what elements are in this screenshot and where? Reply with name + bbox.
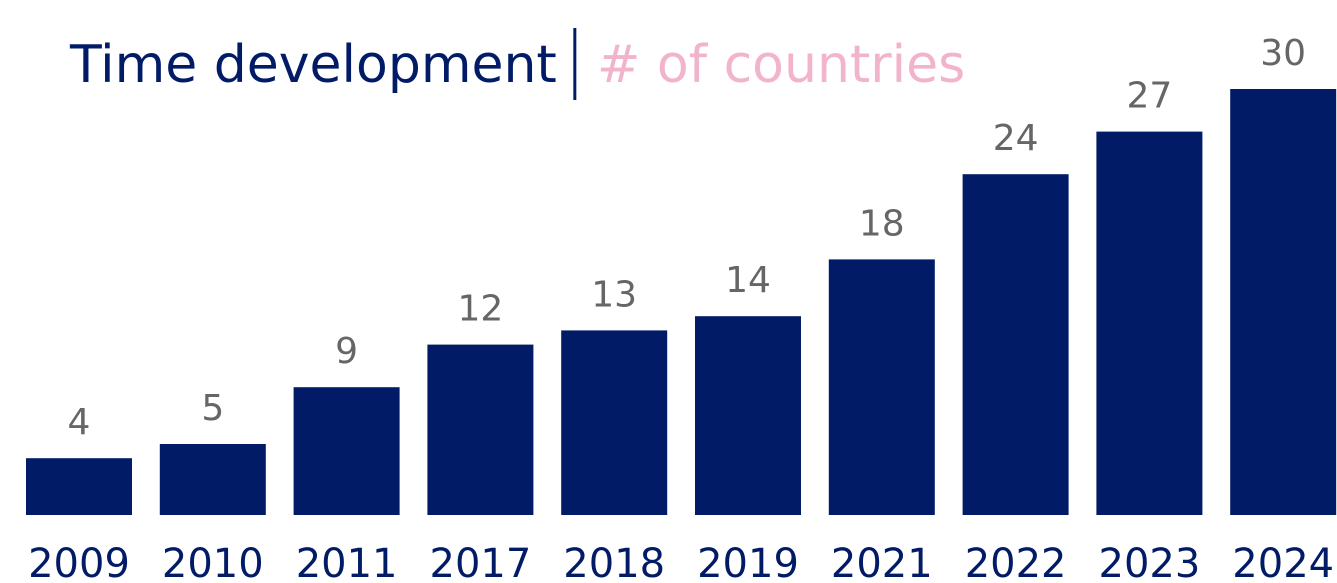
x-tick-label: 2021 [831, 541, 933, 583]
x-tick-label: 2023 [1099, 541, 1201, 583]
value-label: 30 [1260, 33, 1306, 74]
x-tick-label: 2018 [563, 541, 665, 583]
x-tick-label: 2017 [430, 541, 532, 583]
bar [1096, 131, 1203, 515]
x-tick-label: 2009 [28, 541, 130, 583]
bar [962, 174, 1069, 515]
value-label: 14 [725, 260, 771, 301]
chart-subtitle: # of countries [597, 35, 965, 95]
value-label: 13 [591, 274, 637, 315]
x-tick-label: 2010 [162, 541, 264, 583]
value-label: 4 [68, 402, 91, 443]
bar [828, 259, 935, 515]
x-tick-label: 2011 [296, 541, 398, 583]
chart-title: Time development [69, 35, 557, 95]
value-label: 18 [859, 203, 905, 244]
x-tick-label: 2019 [697, 541, 799, 583]
value-label: 27 [1126, 76, 1172, 117]
value-label: 9 [335, 331, 358, 372]
value-label: 5 [201, 388, 224, 429]
x-tick-label: 2024 [1232, 541, 1334, 583]
bar [427, 344, 534, 515]
value-label: 24 [993, 118, 1039, 159]
value-label: 12 [457, 289, 503, 330]
bar [26, 458, 132, 515]
bar [293, 387, 400, 515]
bar [1230, 89, 1337, 515]
bar [695, 316, 801, 515]
x-tick-label: 2022 [965, 541, 1067, 583]
bar [159, 444, 266, 515]
bar [561, 330, 668, 515]
